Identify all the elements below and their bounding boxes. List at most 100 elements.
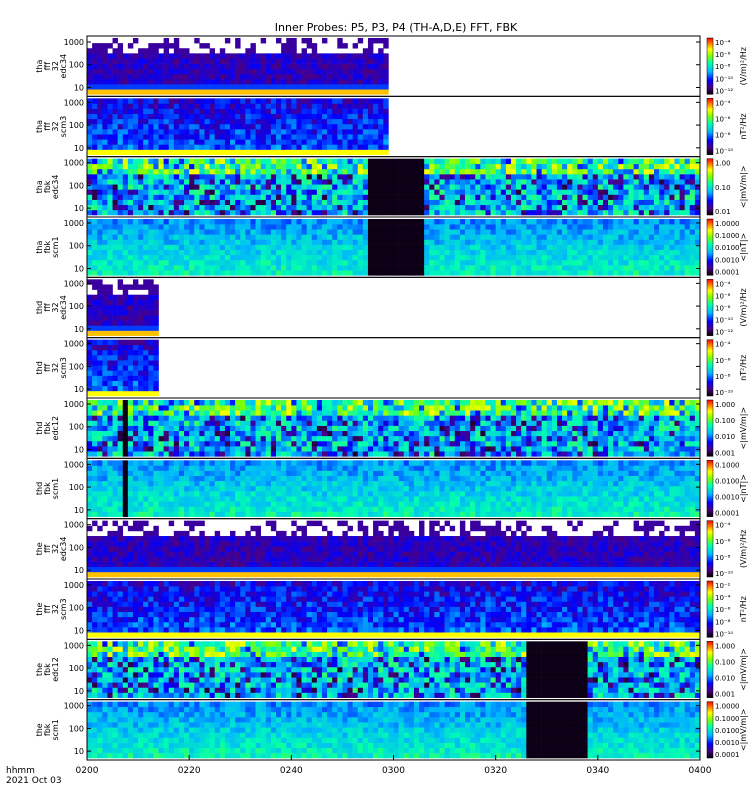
spectrogram-cell (245, 204, 251, 211)
spectrogram-cell (219, 265, 226, 271)
spectrogram-cell (194, 189, 200, 195)
spectrogram-cell (281, 134, 287, 140)
spectrogram-cell (281, 48, 287, 54)
spectrogram-cell (281, 259, 287, 266)
spectrogram-cell (643, 270, 650, 276)
spectrogram-cell (572, 179, 578, 185)
spectrogram-cell (194, 63, 200, 70)
spectrogram-cell (306, 63, 313, 70)
spectrogram-cell (92, 53, 98, 59)
spectrogram-cell (419, 420, 425, 426)
spectrogram-cell (122, 144, 129, 150)
spectrogram-cell (357, 73, 364, 80)
spectrogram-cell (393, 420, 399, 426)
spectrogram-cell (204, 129, 210, 135)
spectrogram-cell (362, 123, 369, 130)
spectrogram-cell (316, 259, 323, 266)
spectrogram-cell (173, 84, 180, 90)
spectrogram-cell (332, 209, 338, 216)
spectrogram-cell (153, 375, 159, 381)
spectrogram-cell (470, 229, 476, 235)
spectrogram-cell (148, 68, 154, 75)
spectrogram-cell (184, 58, 190, 64)
spectrogram-cell (373, 73, 379, 80)
spectrogram-cell (597, 234, 604, 240)
spectrogram-cell (92, 144, 98, 150)
spectrogram-cell (444, 234, 450, 240)
spectrogram-cell (439, 219, 445, 225)
spectrogram-cell (255, 405, 261, 411)
spectrogram-cell (158, 43, 164, 49)
spectrogram-cell (204, 239, 210, 245)
spectrogram-cell (424, 168, 430, 175)
spectrogram-cell (684, 254, 691, 261)
spectrogram-cell (465, 265, 471, 271)
spectrogram-cell (158, 270, 164, 276)
spectrogram-cell (107, 244, 113, 251)
spectrogram-cell (286, 123, 292, 130)
spectrogram-cell (224, 189, 231, 195)
spectrogram-cell (347, 440, 353, 447)
spectrogram-cell (250, 249, 256, 256)
spectrogram-cell (132, 339, 139, 346)
spectrogram-cell (143, 390, 149, 397)
spectrogram-cell (102, 349, 108, 356)
spectrogram-cell (102, 365, 108, 371)
spectrogram-cell (352, 209, 359, 216)
spectrogram-cell (465, 224, 471, 230)
spectrogram-cell (270, 149, 277, 155)
spectrogram-cell (628, 224, 634, 230)
spectrogram-cell (92, 304, 98, 311)
spectrogram-cell (321, 410, 328, 416)
spectrogram-cell (138, 199, 144, 206)
spectrogram-cell (321, 259, 328, 266)
spectrogram-cell (270, 420, 277, 426)
spectrogram-cell (521, 163, 527, 170)
spectrogram-cell (465, 168, 471, 175)
spectrogram-cell (286, 184, 292, 190)
spectrogram-cell (265, 199, 272, 206)
spectrogram-cell (214, 78, 221, 85)
spectrogram-cell (475, 184, 481, 190)
spectrogram-cell (163, 229, 170, 235)
spectrogram-cell (562, 259, 568, 266)
spectrogram-cell (531, 189, 537, 195)
spectrogram-cell (413, 168, 420, 175)
spectrogram-cell (470, 184, 476, 190)
colorbar-tick-label: 1.00 (715, 160, 731, 168)
y-tick-label: 1000 (64, 340, 84, 349)
spectrogram-cell (204, 244, 210, 251)
spectrogram-cell (562, 244, 568, 251)
spectrogram-cell (112, 134, 118, 140)
spectrogram-cell (403, 270, 410, 276)
spectrogram-cell (659, 163, 665, 170)
spectrogram-cell (281, 435, 287, 442)
spectrogram-cell (148, 209, 154, 216)
spectrogram-cell (138, 330, 144, 336)
spectrogram-cell (138, 430, 144, 437)
spectrogram-cell (357, 129, 364, 135)
spectrogram-cell (97, 349, 103, 356)
spectrogram-cell (393, 204, 399, 211)
spectrogram-cell (628, 265, 634, 271)
spectrogram-cell (419, 249, 425, 256)
spectrogram-cell (516, 244, 522, 251)
spectrogram-cell (444, 270, 450, 276)
spectrogram-cell (153, 108, 159, 114)
spectrogram-cell (398, 174, 405, 180)
spectrogram-cell (102, 73, 108, 80)
spectrogram-cell (296, 108, 302, 114)
spectrogram-cell (556, 179, 563, 185)
spectrogram-cell (127, 254, 134, 261)
spectrogram-cell (419, 163, 425, 170)
spectrogram-cell (107, 103, 113, 109)
spectrogram-cell (219, 425, 226, 432)
spectrogram-cell (224, 103, 231, 109)
spectrogram-cell (143, 375, 149, 381)
spectrogram-cell (475, 209, 481, 216)
spectrogram-cell (122, 380, 129, 387)
spectrogram-cell (235, 239, 241, 245)
spectrogram-cell (408, 446, 415, 452)
spectrogram-cell (97, 355, 103, 361)
spectrogram-cell (255, 158, 261, 165)
